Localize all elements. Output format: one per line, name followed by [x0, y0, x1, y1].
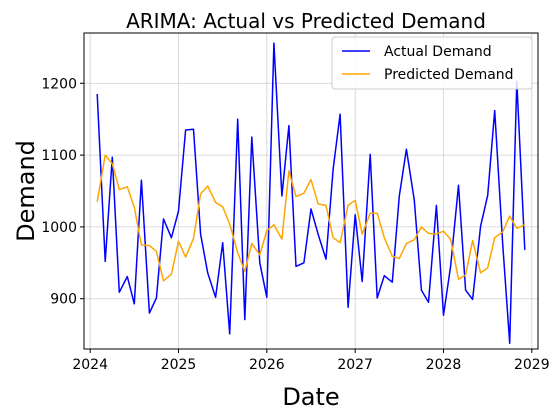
legend-label-predicted: Predicted Demand [384, 67, 514, 83]
x-tick-label: 2024 [72, 357, 108, 373]
x-tick-label: 2027 [337, 357, 373, 373]
y-tick-label: 1200 [41, 76, 77, 92]
legend: Actual Demand Predicted Demand [331, 36, 533, 90]
series-group [96, 42, 526, 345]
x-tick-label: 2029 [514, 357, 550, 373]
chart-title: ARIMA: Actual vs Predicted Demand [126, 9, 486, 33]
y-axis-label: Demand [12, 140, 40, 242]
series-line-predicted [96, 154, 526, 282]
x-axis: 2024 2025 2026 2027 2028 2029 [72, 349, 550, 373]
x-tick-label: 2028 [426, 357, 462, 373]
legend-box [331, 36, 533, 90]
y-tick-label: 1000 [41, 220, 77, 236]
x-tick-label: 2026 [249, 357, 285, 373]
y-axis: 900 1000 1100 1200 [41, 76, 84, 308]
y-tick-label: 900 [50, 292, 77, 308]
plot-frame [83, 32, 539, 350]
legend-label-actual: Actual Demand [384, 44, 492, 60]
x-tick-label: 2025 [161, 357, 197, 373]
y-tick-label: 1100 [41, 148, 77, 164]
series-line-actual [96, 42, 526, 345]
x-axis-label: Date [282, 383, 339, 411]
